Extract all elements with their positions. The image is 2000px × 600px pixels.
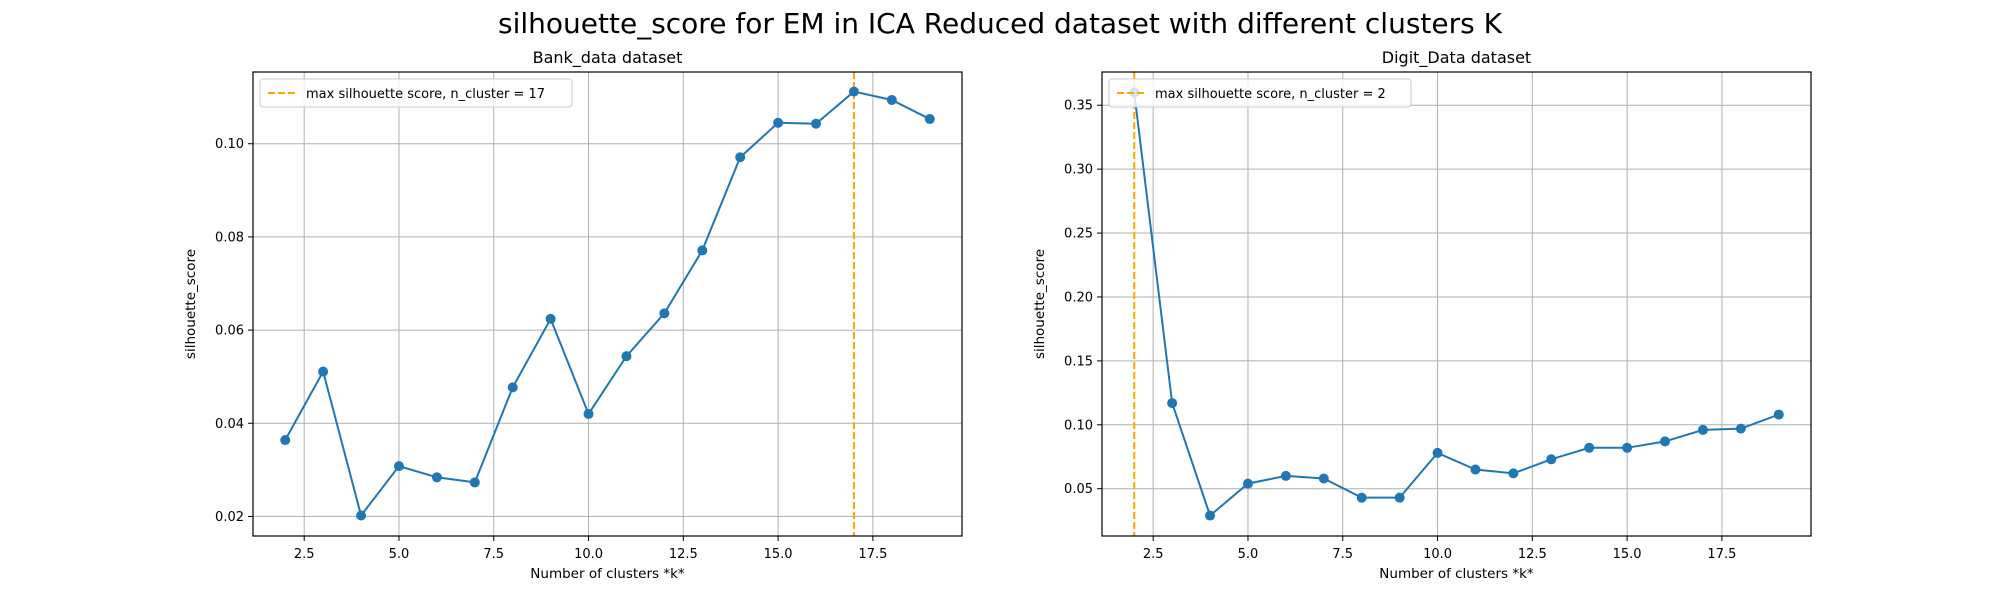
chart-0-x-tick-label-3: 10.0 [574, 547, 603, 562]
chart-1-data-point-13 [1622, 442, 1633, 453]
chart-1-x-tick-label-3: 10.0 [1423, 547, 1452, 562]
chart-0-data-point-9 [621, 351, 632, 362]
chart-0-plot-area [253, 72, 962, 536]
chart-1-data-point-5 [1318, 473, 1329, 484]
chart-1-data-point-8 [1432, 447, 1443, 458]
chart-1-data-point-6 [1356, 492, 1367, 503]
chart-1-data-point-2 [1205, 510, 1216, 521]
chart-0-y-tick-label-1: 0.04 [215, 417, 244, 432]
chart-1-series-line [1133, 92, 1780, 518]
chart-1-x-tick-label-6: 17.5 [1707, 547, 1736, 562]
chart-1-x-tick-label-2: 7.5 [1332, 547, 1353, 562]
chart-1-y-tick-label-6: 0.35 [1064, 99, 1093, 114]
chart-1-plot-area [1102, 72, 1811, 536]
chart-1-legend-label: max silhouette score, n_cluster = 2 [1155, 87, 1386, 102]
chart-0-legend-box [259, 78, 573, 108]
chart-0-x-tick-label-6: 17.5 [858, 547, 887, 562]
chart-0-x-tick-label-2: 7.5 [483, 547, 504, 562]
chart-1-data-point-10 [1508, 468, 1519, 479]
chart-0-data-point-12 [735, 152, 746, 163]
chart-1-data-point-9 [1470, 464, 1481, 475]
chart-1-y-tick-label-3: 0.20 [1064, 290, 1093, 305]
chart-1-y-tick-label-4: 0.25 [1064, 227, 1093, 242]
chart-1-data-point-12 [1584, 442, 1595, 453]
chart-1-data-point-1 [1167, 398, 1178, 409]
chart-1-y-tick-label-1: 0.10 [1064, 418, 1093, 433]
chart-0-x-tick-label-1: 5.0 [389, 547, 410, 562]
chart-1-data-point-11 [1546, 454, 1557, 465]
chart-bank-data: 2.5 5.0 7.5 10.0 12.5 15.0 17.5 0.02 0.04 0.06 0.0… [183, 48, 963, 582]
chart-0-legend-label: max silhouette score, n_cluster = 17 [306, 87, 545, 102]
chart-1-data-point-14 [1660, 436, 1671, 447]
chart-0-x-tick-label-0: 2.5 [294, 547, 315, 562]
chart-1-data-point-16 [1735, 423, 1746, 434]
chart-1-x-tick-label-0: 2.5 [1143, 547, 1164, 562]
chart-0-data-point-4 [431, 472, 442, 483]
chart-0-data-point-6 [507, 382, 518, 393]
chart-1-legend: max silhouette score, n_cluster = 2 [1108, 78, 1412, 108]
chart-1-y-tick-label-0: 0.05 [1064, 482, 1093, 497]
chart-1-data-point-15 [1697, 424, 1708, 435]
chart-0-data-point-13 [773, 117, 784, 128]
chart-1-data-point-3 [1242, 478, 1253, 489]
chart-0-data-point-16 [886, 94, 897, 105]
chart-0-title: Bank_data dataset [533, 48, 683, 68]
chart-0-legend: max silhouette score, n_cluster = 17 [259, 78, 573, 108]
chart-0-data-point-14 [811, 118, 822, 129]
chart-0-axes-frame [252, 71, 963, 537]
chart-0-data-point-10 [659, 308, 670, 319]
chart-0-data-point-2 [356, 510, 367, 521]
chart-0-y-tick-label-4: 0.10 [215, 137, 244, 152]
chart-0-data-point-3 [393, 461, 404, 472]
chart-0-x-tick-label-4: 12.5 [669, 547, 698, 562]
chart-1-x-tick-label-4: 12.5 [1518, 547, 1547, 562]
chart-0-data-point-7 [545, 313, 556, 324]
chart-0-data-point-17 [924, 114, 935, 125]
chart-0-y-tick-label-3: 0.08 [215, 230, 244, 245]
chart-digit-data: 2.5 5.0 7.5 10.0 12.5 15.0 17.5 0.05 0.10 0.15 0.2… [1032, 48, 1812, 582]
chart-1-x-tick-label-5: 15.0 [1613, 547, 1642, 562]
chart-1-y-tick-label-2: 0.15 [1064, 354, 1093, 369]
chart-1-xlabel: Number of clusters *k* [1379, 566, 1534, 582]
chart-1-x-tick-label-1: 5.0 [1238, 547, 1259, 562]
chart-0-data-point-15 [848, 86, 859, 97]
chart-1-y-tick-label-5: 0.30 [1064, 163, 1093, 178]
chart-1-data-point-7 [1394, 492, 1405, 503]
chart-0-ylabel: silhouette_score [183, 249, 199, 359]
chart-0-data-point-0 [280, 435, 291, 446]
chart-0-y-tick-label-2: 0.06 [215, 324, 244, 339]
chart-1-ylabel: silhouette_score [1032, 249, 1048, 359]
chart-1-axes-frame [1101, 71, 1812, 537]
chart-0-data-point-8 [583, 408, 594, 419]
chart-0-data-point-1 [318, 366, 329, 377]
chart-1-data-point-17 [1773, 409, 1784, 420]
chart-1-title: Digit_Data dataset [1382, 48, 1531, 68]
chart-1-data-point-4 [1280, 470, 1291, 481]
chart-0-y-tick-label-0: 0.02 [215, 510, 244, 525]
chart-0-data-point-5 [469, 477, 480, 488]
chart-0-data-point-11 [697, 245, 708, 256]
figure-suptitle: silhouette_score for EM in ICA Reduced d… [498, 7, 1503, 40]
chart-1-legend-box [1108, 78, 1412, 108]
chart-0-xlabel: Number of clusters *k* [530, 566, 685, 582]
chart-0-x-tick-label-5: 15.0 [764, 547, 793, 562]
chart-0-series-line [284, 90, 931, 518]
